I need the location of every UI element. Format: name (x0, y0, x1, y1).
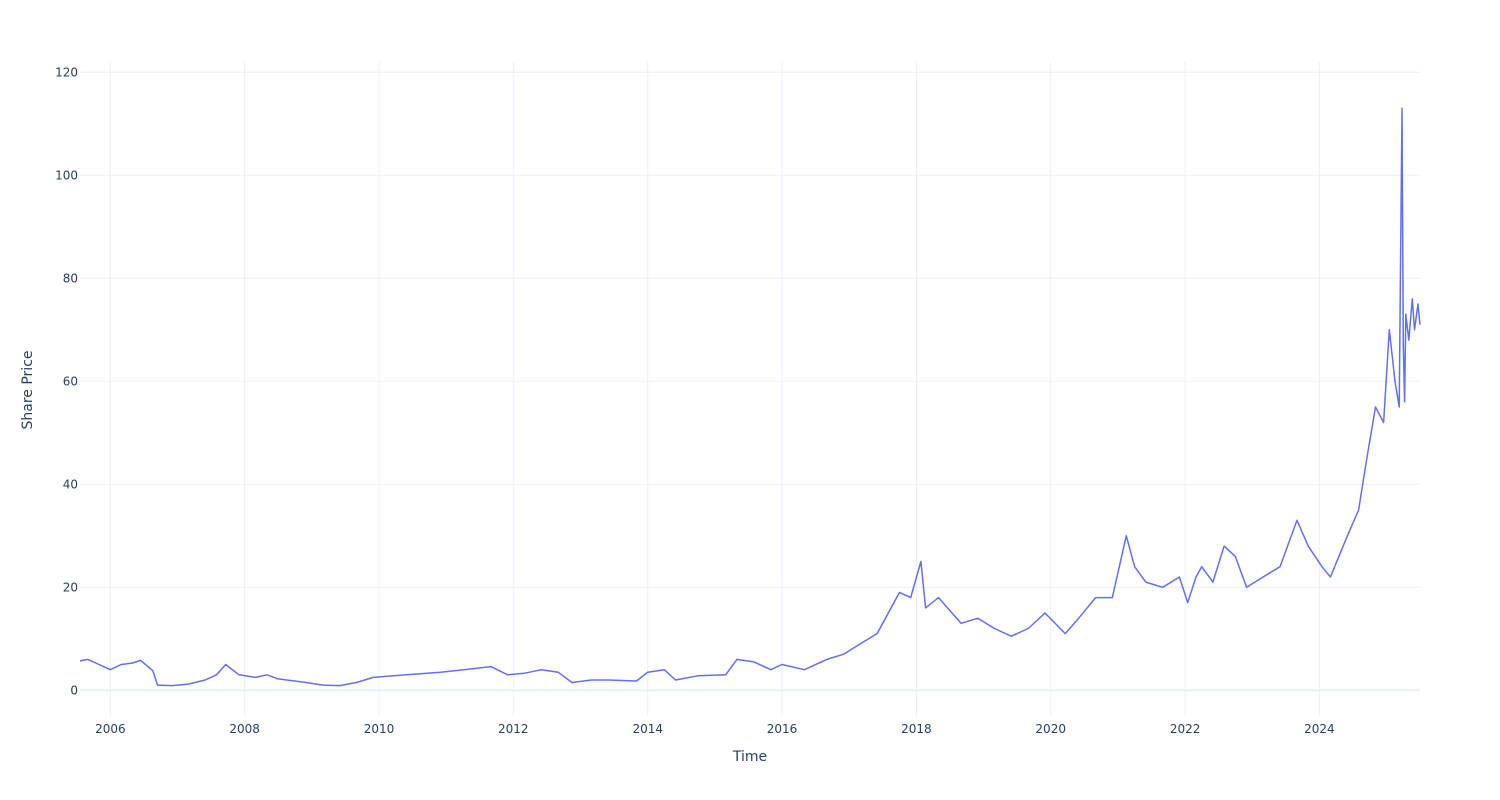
grid-lines (80, 62, 1420, 716)
x-tick-label: 2020 (1035, 722, 1066, 736)
y-tick-label: 20 (63, 580, 78, 594)
x-tick-label: 2024 (1304, 722, 1335, 736)
x-tick-label: 2016 (767, 722, 798, 736)
x-tick-label: 2018 (901, 722, 932, 736)
x-tick-label: 2012 (498, 722, 529, 736)
x-tick-label: 2006 (95, 722, 126, 736)
x-tick-label: 2022 (1170, 722, 1201, 736)
y-axis-title: Share Price (20, 350, 36, 429)
y-tick-label: 80 (63, 271, 78, 285)
x-tick-label: 2010 (364, 722, 395, 736)
y-tick-label: 100 (55, 168, 78, 182)
share-price-line (79, 107, 1421, 687)
x-axis-ticks: 2006 2008 2010 2012 2014 2016 2018 2020 2022 2024 (95, 722, 1335, 736)
y-tick-label: 40 (63, 477, 78, 491)
x-axis-title: Time (732, 749, 767, 765)
plot-area (79, 107, 1421, 687)
y-tick-label: 120 (55, 65, 78, 79)
x-tick-label: 2014 (632, 722, 663, 736)
y-tick-label: 0 (70, 683, 78, 697)
x-tick-label: 2008 (229, 722, 260, 736)
y-axis-ticks: 0 20 40 60 80 100 120 (55, 65, 78, 697)
y-tick-label: 60 (63, 374, 78, 388)
